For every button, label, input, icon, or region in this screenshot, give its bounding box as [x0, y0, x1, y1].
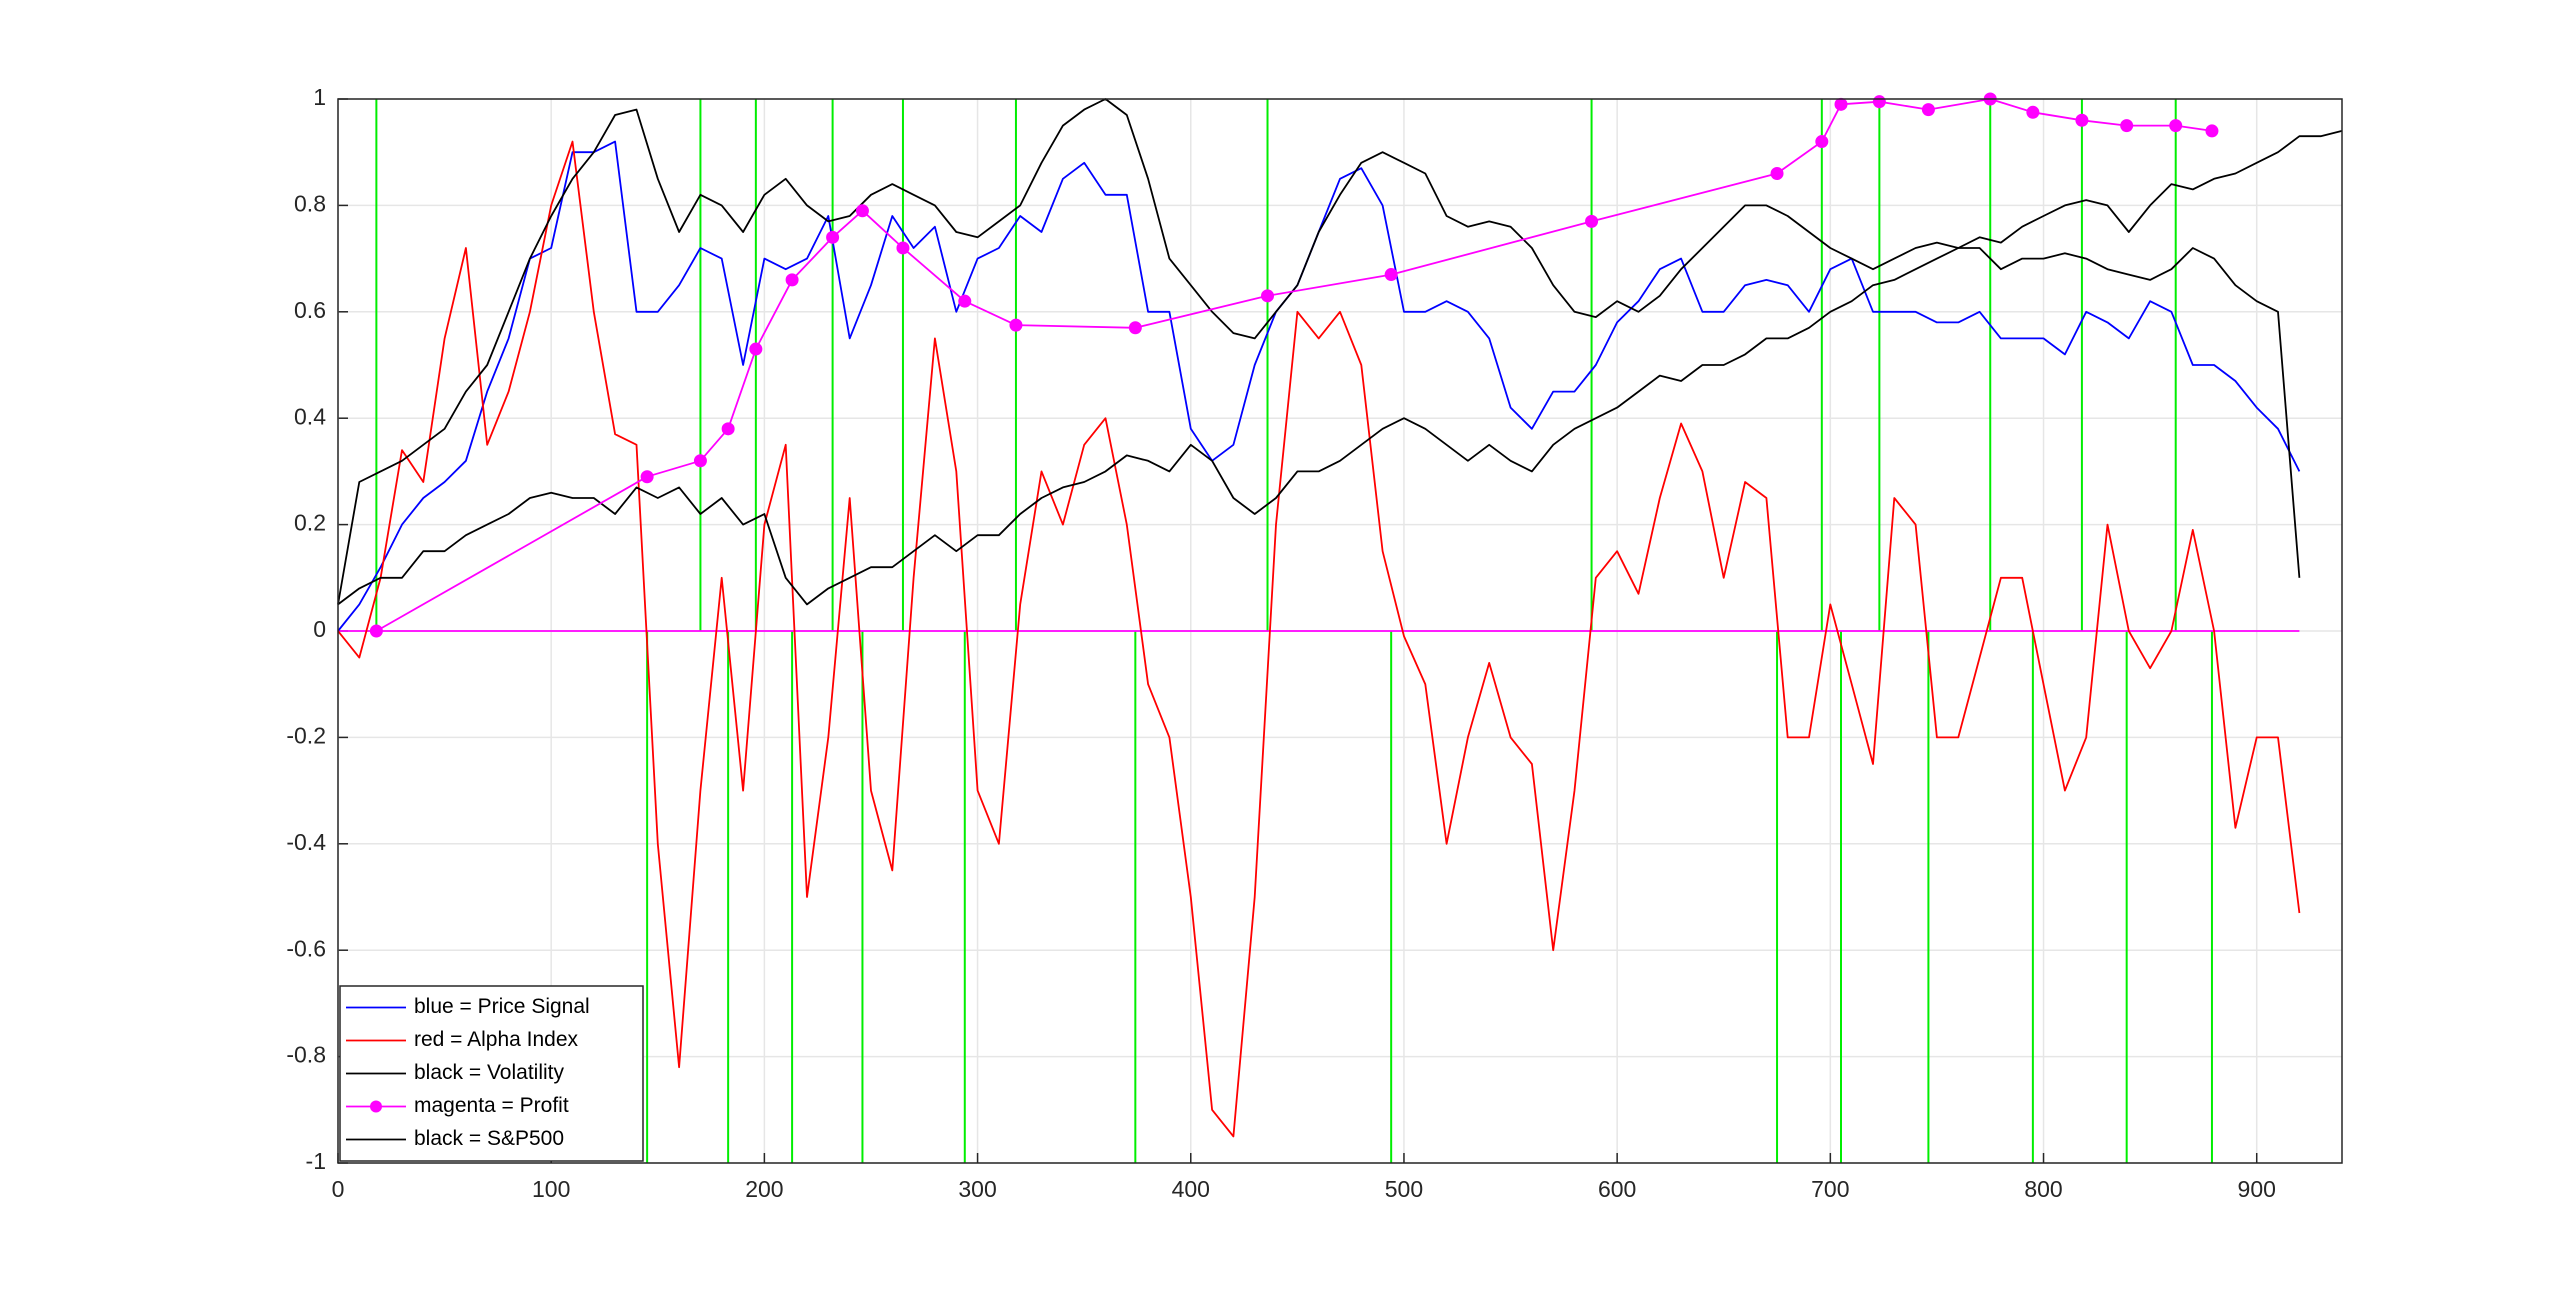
y-tick-label: 1	[313, 84, 326, 110]
y-tick-label: 0.2	[294, 510, 326, 536]
legend-label: red = Alpha Index	[414, 1028, 579, 1051]
profit-marker	[693, 454, 707, 468]
series-line	[337, 130, 2343, 606]
profit-marker	[2169, 119, 2183, 133]
profit-marker	[1815, 135, 1829, 149]
profit-marker	[785, 273, 799, 287]
x-tick-label: 400	[1172, 1176, 1210, 1202]
legend-label: blue = Price Signal	[414, 995, 590, 1018]
x-tick-label: 0	[332, 1176, 345, 1202]
profit-marker	[958, 294, 972, 308]
profit-marker	[1872, 95, 1886, 109]
profit-marker	[749, 342, 763, 356]
series-line	[375, 98, 2213, 632]
profit-marker	[721, 422, 735, 436]
y-tick-label: -0.6	[286, 935, 326, 961]
series-line	[337, 98, 2301, 605]
x-tick-label: 600	[1598, 1176, 1636, 1202]
legend-label: magenta = Profit	[414, 1094, 569, 1117]
profit-marker	[896, 241, 910, 255]
legend-marker	[370, 1100, 382, 1113]
profit-marker	[1834, 97, 1848, 111]
legend: blue = Price Signal red = Alpha Index blac…	[339, 985, 644, 1162]
x-tick-label: 100	[532, 1176, 570, 1202]
profit-marker	[1921, 103, 1935, 117]
profit-marker	[2205, 124, 2219, 138]
profit-marker	[1261, 289, 1275, 303]
y-tick-label: -1	[306, 1148, 326, 1174]
profit-marker	[855, 204, 869, 218]
axes-box	[337, 98, 2343, 1164]
y-tick-label: 0.4	[294, 403, 326, 429]
profit-marker	[640, 470, 654, 484]
profit-marker	[1585, 214, 1599, 228]
y-tick-label: 0.8	[294, 190, 326, 216]
profit-marker	[2120, 119, 2134, 133]
profit-marker	[1009, 318, 1023, 332]
y-tick-label: 0.6	[294, 297, 326, 323]
x-tick-label: 700	[1811, 1176, 1849, 1202]
profit-marker	[369, 624, 383, 638]
profit-marker	[1384, 268, 1398, 282]
x-tick-label: 300	[958, 1176, 996, 1202]
profit-marker	[1128, 321, 1142, 335]
profit-marker	[1770, 166, 1784, 180]
y-tick-label: -0.8	[286, 1042, 326, 1068]
legend-label: black = Volatility	[414, 1061, 564, 1084]
y-tick-label: -0.4	[286, 829, 326, 855]
y-tick-label: 0	[313, 616, 326, 642]
x-tick-label: 200	[745, 1176, 783, 1202]
profit-marker	[2026, 105, 2040, 119]
legend-label: black = S&P500	[414, 1127, 564, 1150]
y-tick-label: -0.2	[286, 722, 326, 748]
x-tick-label: 900	[2238, 1176, 2276, 1202]
profit-marker	[826, 230, 840, 244]
series-line	[337, 140, 2301, 1138]
x-tick-label: 500	[1385, 1176, 1423, 1202]
x-tick-label: 800	[2024, 1176, 2062, 1202]
profit-marker	[2075, 113, 2089, 127]
